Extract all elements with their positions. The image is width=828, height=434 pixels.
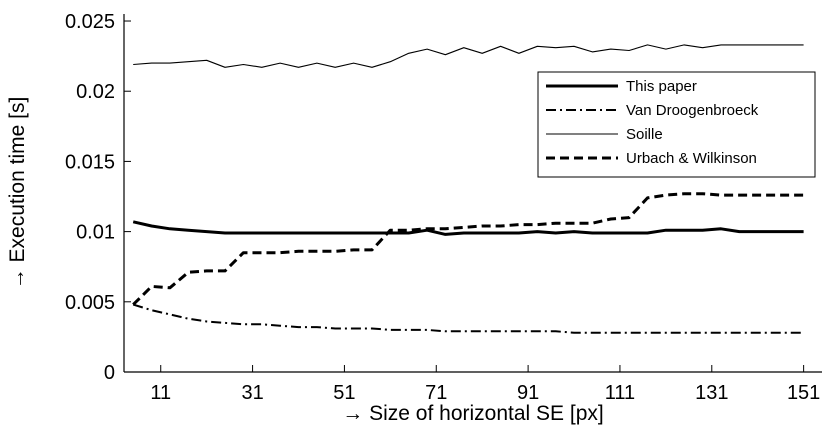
series-line-1 [132,220,804,236]
axis-ticks: 11 31 51 71 91 111 131 151 0 0.005 0.01 0.015 0.02 0.… [65,11,820,404]
y-tick-label: 0.005 [65,292,115,314]
legend-entry: Soille [626,126,663,143]
x-tick-label: 91 [517,382,539,404]
x-tick-label: 51 [333,382,355,404]
y-tick-label: 0.02 [76,81,115,103]
series-line-2 [132,303,804,334]
legend: This paper Van Droogenbroeck Soille Urbach … [537,71,816,178]
legend-entry: Urbach & Wilkinson [626,150,757,167]
x-tick-label: 11 [150,382,171,404]
legend-entry: This paper [626,78,697,95]
series-line-4 [132,192,804,306]
y-tick-label: 0.015 [65,151,115,173]
y-tick-label: 0.025 [65,11,115,33]
x-tick-label: 31 [241,382,263,404]
legend-entry: Van Droogenbroeck [626,102,759,119]
y-tick-label: 0 [104,362,115,384]
plot-area [123,14,822,373]
y-tick-label: 0.01 [76,222,115,244]
series-line-3 [133,44,804,68]
x-tick-label: 111 [605,382,635,404]
x-tick-label: 71 [425,382,447,404]
x-axis-title: → Size of horizontal SE [px] [342,402,603,425]
x-tick-label: 151 [787,382,820,404]
series-layer [132,44,804,334]
x-tick-label: 131 [695,382,728,404]
legend-box [537,71,816,178]
y-axis-title: → Execution time [s] [6,97,29,290]
